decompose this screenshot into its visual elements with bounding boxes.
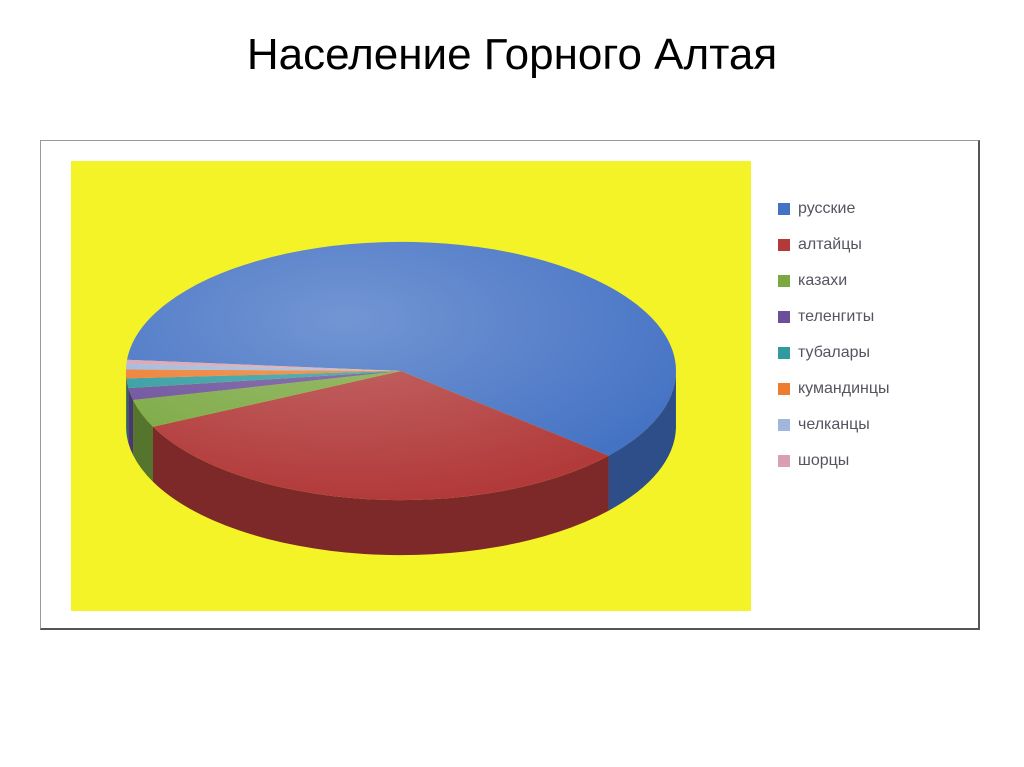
pie-chart-svg <box>71 161 751 611</box>
legend-swatch <box>778 419 790 431</box>
legend-item: кумандинцы <box>778 381 958 397</box>
legend-label: русские <box>798 201 855 217</box>
legend-label: тубалары <box>798 345 870 361</box>
chart-frame: русские алтайцы казахи теленгиты тубалары кум… <box>40 140 980 630</box>
slide: Население Горного Алтая русские алтайцы ка… <box>0 0 1024 767</box>
pie-highlight <box>126 242 676 500</box>
legend-swatch <box>778 203 790 215</box>
legend-item: тубалары <box>778 345 958 361</box>
legend-swatch <box>778 455 790 467</box>
legend-item: алтайцы <box>778 237 958 253</box>
legend-label: казахи <box>798 273 847 289</box>
legend-swatch <box>778 239 790 251</box>
legend: русские алтайцы казахи теленгиты тубалары кум… <box>778 201 958 489</box>
pie-slice-side <box>126 378 128 443</box>
legend-swatch <box>778 383 790 395</box>
legend-item: казахи <box>778 273 958 289</box>
legend-label: теленгиты <box>798 309 874 325</box>
legend-label: кумандинцы <box>798 381 890 397</box>
legend-item: шорцы <box>778 453 958 469</box>
pie-plot-area <box>71 161 751 611</box>
legend-label: алтайцы <box>798 237 862 253</box>
legend-swatch <box>778 347 790 359</box>
legend-label: шорцы <box>798 453 849 469</box>
legend-item: теленгиты <box>778 309 958 325</box>
legend-swatch <box>778 275 790 287</box>
page-title: Население Горного Алтая <box>0 30 1024 80</box>
legend-label: челканцы <box>798 417 870 433</box>
legend-swatch <box>778 311 790 323</box>
legend-item: челканцы <box>778 417 958 433</box>
legend-item: русские <box>778 201 958 217</box>
